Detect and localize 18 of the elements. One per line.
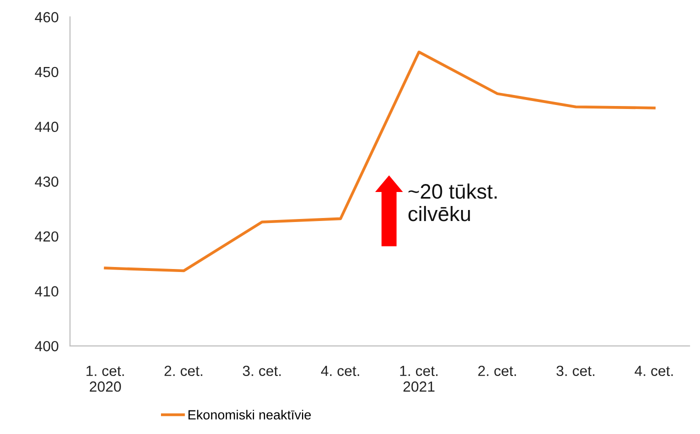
x-tick-label: 2. cet.: [164, 366, 202, 376]
y-tick-label: 440: [34, 122, 58, 132]
x-tick-label: 2. cet.: [478, 366, 516, 376]
x-tick-label: 3. cet.: [242, 366, 281, 376]
line-series: [104, 50, 656, 272]
y-tick-label: 400: [34, 341, 58, 352]
x-tick-label: 4. cet.: [321, 366, 360, 376]
x-tick-label: 1. cet. 2020: [86, 366, 124, 392]
y-tick-label: 430: [34, 176, 58, 187]
x-tick-label: 1. cet. 2021: [400, 366, 438, 392]
x-tick-label: 3. cet.: [556, 366, 594, 376]
legend-label: Ekonomiski neaktīvie: [188, 410, 311, 420]
y-tick-label: 420: [34, 231, 58, 242]
y-tick-label: 450: [34, 66, 58, 78]
annotation: ~20 tūkst. cilvēku: [408, 184, 497, 222]
y-tick-label: 460: [34, 12, 58, 22]
x-tick-label: 4. cet.: [634, 366, 673, 376]
y-tick-label: 410: [34, 286, 58, 296]
